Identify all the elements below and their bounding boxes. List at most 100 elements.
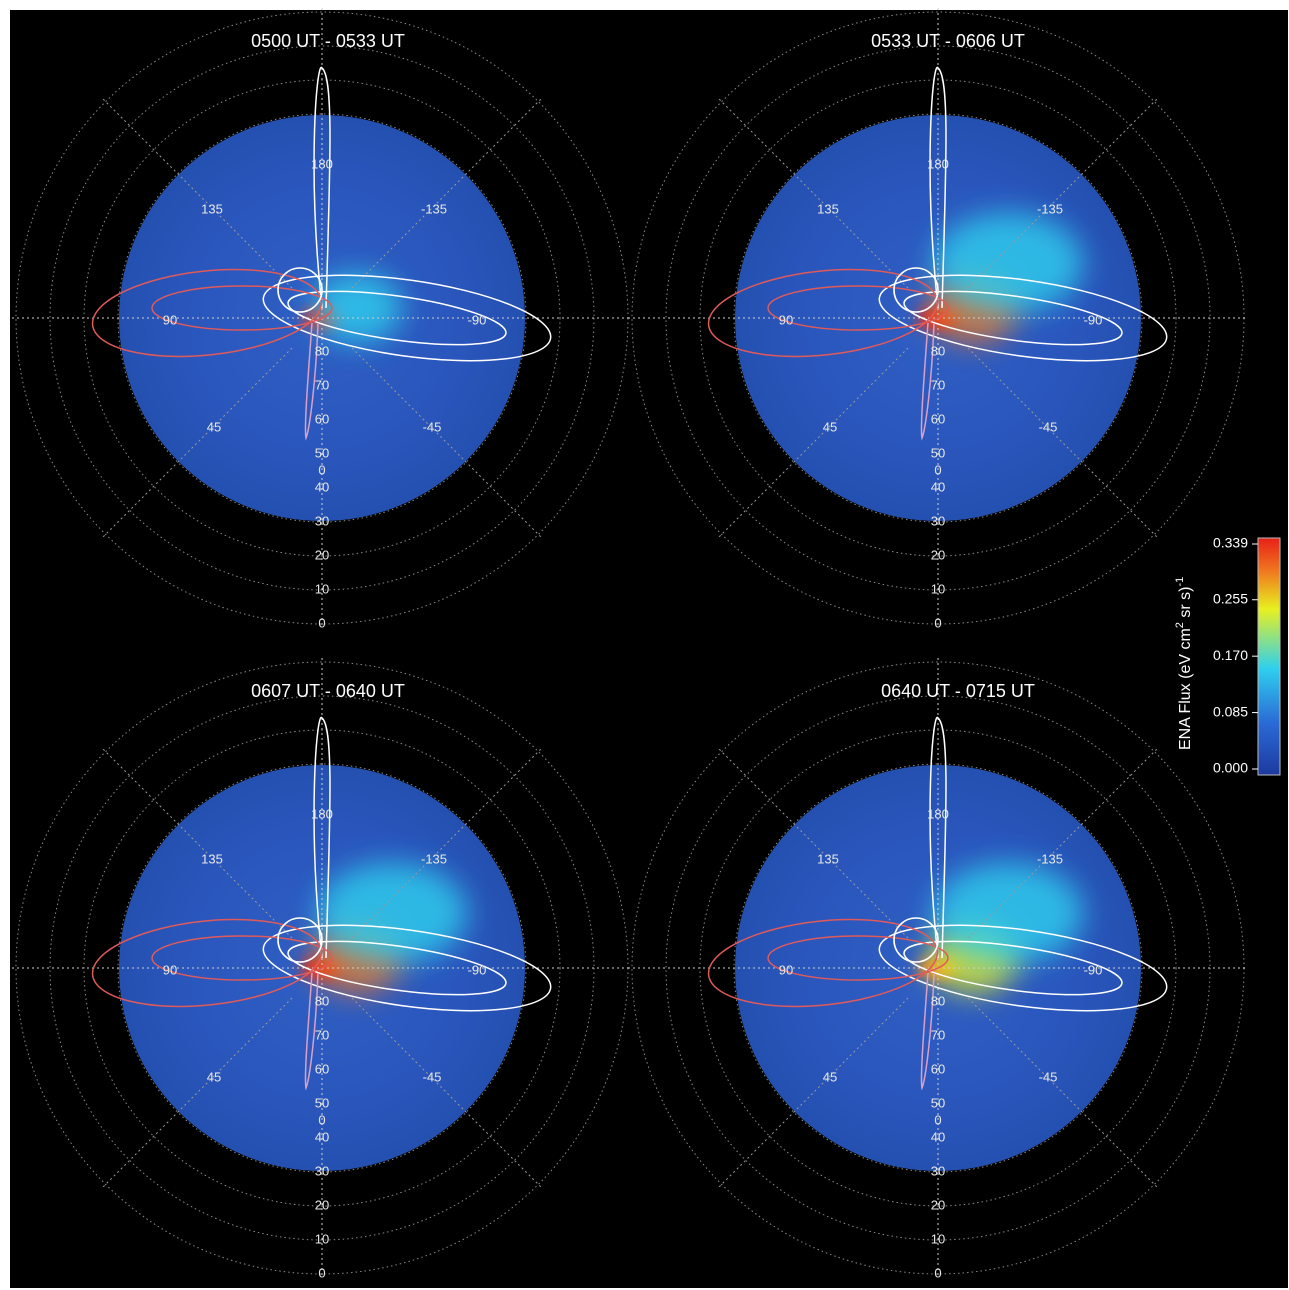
panel-3-azimuth-label: 45 <box>207 1069 221 1084</box>
panel-3-azimuth-label: -45 <box>423 1069 442 1084</box>
panel-1-radial-label: 50 <box>315 445 329 460</box>
panel-1-radial-label: 80 <box>315 343 329 358</box>
panel-4-radial-label: 30 <box>931 1163 945 1178</box>
panel-1-grid-ring <box>117 113 527 523</box>
panel-3-radial-label: 10 <box>315 1231 329 1246</box>
panel-1-radial-label: 60 <box>315 411 329 426</box>
panel-4-radial-label: 0 <box>934 1265 941 1280</box>
panel-1-radial-label: 0 <box>318 615 325 630</box>
panel-2-radial-label: 60 <box>931 411 945 426</box>
panel-3-radial-label: 40 <box>315 1129 329 1144</box>
panel-4-azimuth-label: 0 <box>934 1112 941 1127</box>
panel-4-azimuth-label: 135 <box>817 851 839 866</box>
panel-4-azimuth-label: -45 <box>1039 1069 1058 1084</box>
panel-3-field-line-south <box>304 972 319 1091</box>
colorbar-tick-label: 0.170 <box>1213 647 1248 663</box>
colorbar-gradient <box>1257 537 1281 776</box>
panel-2-azimuth-label: 45 <box>823 419 837 434</box>
panel-3-radial-label: 50 <box>315 1095 329 1110</box>
panel-3-field-line-west-inner <box>151 935 333 981</box>
panel-2-flux-hotspot <box>933 213 1083 313</box>
panel-4-planet-outline <box>893 917 939 963</box>
panel-4-field-line-south <box>920 972 935 1091</box>
panel-4-grid-ring <box>733 763 1143 1173</box>
panel-1-azimuth-label: -45 <box>423 419 442 434</box>
panel-2-radial-label: 80 <box>931 343 945 358</box>
panel-4-azimuth-label: 90 <box>779 962 793 977</box>
panel-3-field-line-west-outer <box>91 918 323 1008</box>
panel-2-field-line-south <box>920 322 935 441</box>
panel-4-radial-label: 60 <box>931 1061 945 1076</box>
panel-2-azimuth-label: 135 <box>817 201 839 216</box>
panel-2-radial-label: 40 <box>931 479 945 494</box>
panel-3-flux-hotspot <box>317 863 467 963</box>
panel-3-field-line-east-inner <box>287 940 507 996</box>
panel-1-planet-outline <box>277 267 323 313</box>
panel-4-field-line-east-inner <box>903 940 1123 996</box>
colorbar-title: ENA Flux (eV cm2 sr s)-1 <box>1174 577 1194 750</box>
panel-3-radial-label: 80 <box>315 993 329 1008</box>
panel-4-radial-label: 70 <box>931 1027 945 1042</box>
panel-3-azimuth-label: -90 <box>468 962 487 977</box>
panel-3-azimuth-label: 0 <box>318 1112 325 1127</box>
panel-1-azimuth-label: -135 <box>421 201 447 216</box>
panel-1-azimuth-label: 135 <box>201 201 223 216</box>
panel-2-radial-label: 50 <box>931 445 945 460</box>
panel-2-azimuth-label: 180 <box>927 156 949 171</box>
panel-3-grid-ring <box>117 763 527 1173</box>
panel-4-radial-label: 20 <box>931 1197 945 1212</box>
panel-3-radial-label: 0 <box>318 1265 325 1280</box>
panel-2-azimuth-label: -135 <box>1037 201 1063 216</box>
panel-3-planet-outline <box>277 917 323 963</box>
panel-2-field-line-east-outer <box>878 274 1168 362</box>
panel-2-grid-ring <box>733 113 1143 523</box>
panel-1-azimuth-label: 180 <box>311 156 333 171</box>
panel-4-flux-hotspot <box>933 863 1083 963</box>
colorbar-tick-label: 0.085 <box>1213 703 1248 719</box>
panel-1-radial-label: 40 <box>315 479 329 494</box>
colorbar-tick-label: 0.339 <box>1213 535 1248 551</box>
panel-2-field-line-north <box>929 66 947 309</box>
panel-3-azimuth-label: 135 <box>201 851 223 866</box>
panel-4-radial-label: 40 <box>931 1129 945 1144</box>
panel-2-title: 0533 UT - 0606 UT <box>871 31 1025 51</box>
panel-3-azimuth-label: 90 <box>163 962 177 977</box>
panel-3-field-line-north <box>313 716 331 959</box>
panel-1-field-line-east-inner <box>287 290 507 346</box>
colorbar-tick-label: 0.255 <box>1213 590 1248 606</box>
panel-4-title: 0640 UT - 0715 UT <box>881 681 1035 701</box>
panel-3-title: 0607 UT - 0640 UT <box>251 681 405 701</box>
panel-2-radial-label: 70 <box>931 377 945 392</box>
panel-1-0500-0533: 180 135 -135 90 -90 45 -45 0 80 70 60 50 40 30 20 10 0 05… <box>12 8 632 630</box>
panel-3-azimuth-label: 180 <box>311 806 333 821</box>
panel-2-radial-label: 30 <box>931 513 945 528</box>
panel-4-field-line-west-inner <box>767 935 949 981</box>
panel-1-azimuth-label: 45 <box>207 419 221 434</box>
panel-1-flux-hotspot <box>312 273 402 343</box>
panel-1-radial-label: 10 <box>315 581 329 596</box>
panel-4-radial-label: 50 <box>931 1095 945 1110</box>
panel-2-0533-0606: 180 135 -135 90 -90 45 -45 0 80 70 60 50 40 30 20 10 0 05… <box>628 8 1248 630</box>
colorbar-tick-label: 0.000 <box>1213 760 1248 776</box>
panel-2-azimuth-label: -90 <box>1084 312 1103 327</box>
panel-2-planet-outline <box>893 267 939 313</box>
panel-3-azimuth-label: -135 <box>421 851 447 866</box>
panel-2-radial-label: 20 <box>931 547 945 562</box>
panel-3-0607-0640: 180 135 -135 90 -90 45 -45 0 80 70 60 50 40 30 20 10 0 06… <box>12 658 632 1280</box>
panel-1-title: 0500 UT - 0533 UT <box>251 31 405 51</box>
panel-2-azimuth-label: 90 <box>779 312 793 327</box>
panel-2-field-line-west-inner <box>767 285 949 331</box>
panel-1-radial-label: 20 <box>315 547 329 562</box>
panel-3-field-line-east-outer <box>262 924 552 1012</box>
panel-4-azimuth-label: -135 <box>1037 851 1063 866</box>
panel-3-radial-label: 70 <box>315 1027 329 1042</box>
panel-4-field-line-east-outer <box>878 924 1168 1012</box>
panel-1-field-line-west-inner <box>151 285 333 331</box>
panel-3-radial-label: 30 <box>315 1163 329 1178</box>
panel-1-field-line-west-outer <box>91 268 323 358</box>
panel-2-azimuth-label: -45 <box>1039 419 1058 434</box>
panel-1-field-line-north <box>313 66 331 309</box>
panel-3-radial-label: 20 <box>315 1197 329 1212</box>
panel-4-field-line-west-outer <box>707 918 939 1008</box>
